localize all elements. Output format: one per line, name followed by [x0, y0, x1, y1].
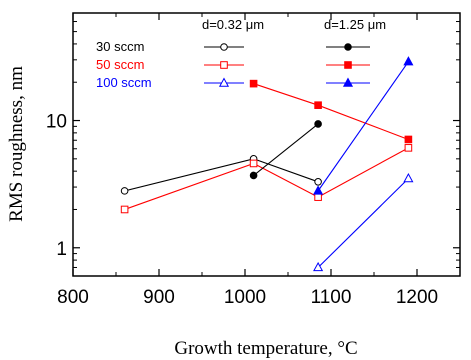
series-thin-triangle: [313, 172, 414, 272]
legend-marker-thin: [218, 77, 230, 87]
legend-marker-thin: [220, 43, 228, 51]
x-tick-label: 800: [57, 287, 89, 308]
data-point: [249, 79, 258, 88]
data-point: [314, 193, 322, 201]
series-thick-triangle: [313, 56, 414, 195]
legend-header-thick: d=1.25 μm: [324, 17, 386, 32]
legend-marker-thick: [342, 77, 354, 87]
x-tick-label: 1000: [224, 287, 266, 308]
x-tick-label: 1100: [311, 287, 352, 308]
series-thin-square: [120, 144, 413, 214]
y-tick-label: 10: [46, 112, 67, 133]
y-axis-title: RMS roughness, nm: [6, 66, 27, 222]
data-point: [314, 177, 322, 186]
legend: d=0.32 μm d=1.25 μm 30 sccm 50 sccm 100 sc…: [96, 17, 386, 90]
data-point: [403, 172, 414, 183]
legend-label: 100 sccm: [96, 75, 152, 90]
series-line: [253, 123, 319, 176]
y-tick-label: 1: [56, 239, 67, 260]
legend-marker-thick: [344, 43, 352, 51]
data-point: [249, 171, 258, 180]
legend-label: 50 sccm: [96, 57, 144, 72]
x-tick-label: 900: [143, 287, 175, 308]
data-point: [249, 159, 258, 168]
data-point: [120, 205, 129, 214]
series-layer: [120, 56, 414, 272]
axis-tick-labels: 800 900 1000 1100 1200 1 10: [46, 112, 438, 308]
legend-marker-thick: [344, 61, 352, 69]
data-point: [313, 261, 324, 272]
series-line: [124, 147, 409, 210]
axis-ticks: [72, 13, 460, 277]
data-point: [313, 185, 324, 195]
x-axis-title: Growth temperature, °C: [174, 338, 357, 359]
legend-marker-thin: [220, 61, 228, 69]
data-point: [120, 187, 129, 195]
series-thick-square: [249, 79, 413, 144]
series-line: [317, 61, 409, 192]
series-line: [253, 83, 409, 140]
x-tick-label: 1200: [396, 287, 438, 308]
legend-label: 30 sccm: [96, 39, 144, 54]
series-thick-circle: [249, 120, 322, 180]
data-point: [314, 120, 322, 128]
data-point: [404, 144, 413, 152]
data-point: [404, 135, 413, 144]
plot-frame: [72, 12, 461, 277]
data-point: [314, 101, 322, 109]
legend-header-thin: d=0.32 μm: [202, 17, 264, 32]
series-line: [317, 178, 409, 268]
data-point: [403, 56, 414, 66]
